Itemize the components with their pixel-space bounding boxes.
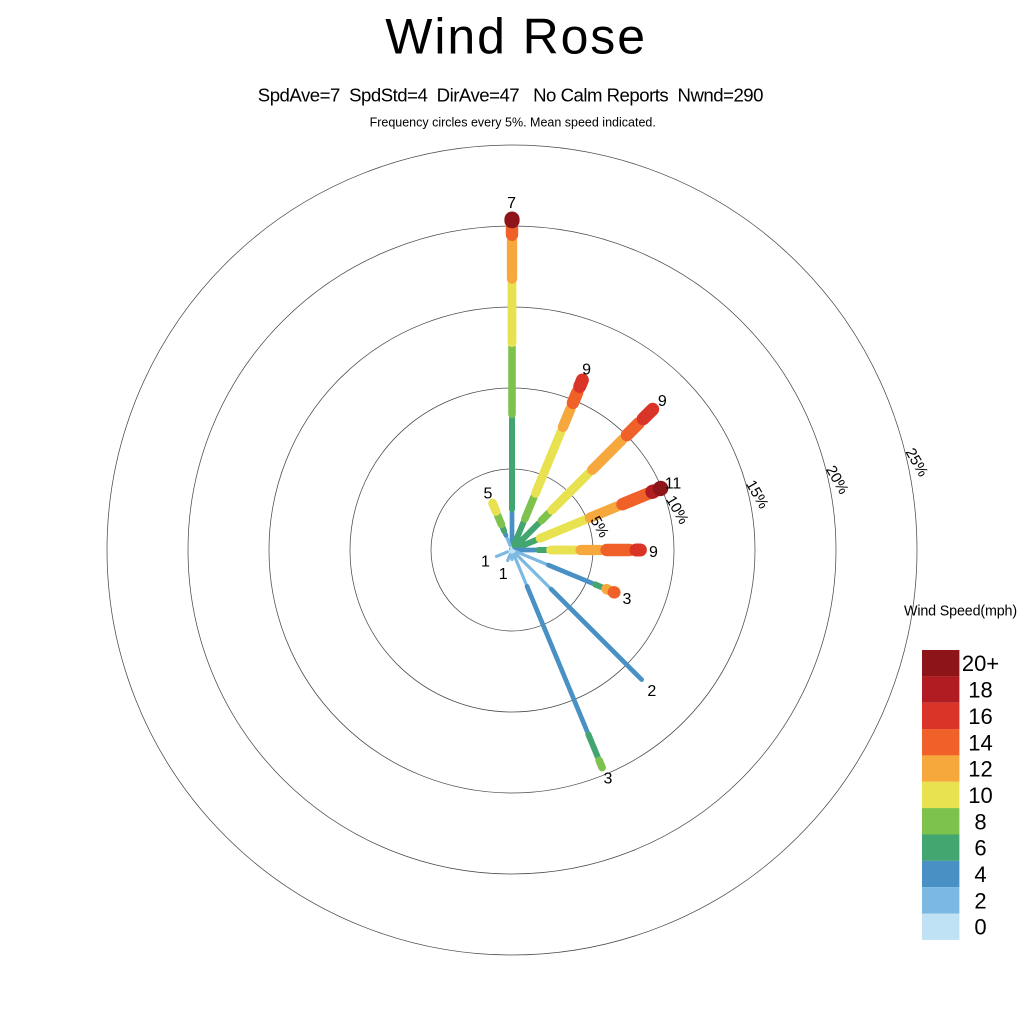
- svg-text:11: 11: [665, 476, 682, 493]
- svg-text:0: 0: [974, 915, 986, 940]
- svg-text:4: 4: [974, 862, 986, 887]
- svg-text:3: 3: [604, 771, 613, 788]
- svg-text:7: 7: [507, 195, 516, 212]
- svg-text:6: 6: [974, 836, 986, 861]
- svg-text:8: 8: [974, 809, 986, 834]
- svg-text:5: 5: [484, 486, 493, 503]
- svg-text:9: 9: [582, 362, 591, 379]
- svg-text:SpdAve=7 SpdStd=4 DirAve=47: SpdAve=7 SpdStd=4 DirAve=47 No Calm Repo…: [258, 85, 763, 106]
- svg-text:16: 16: [968, 704, 992, 729]
- svg-text:20+: 20+: [962, 651, 999, 676]
- svg-text:Wind Speed(mph): Wind Speed(mph): [904, 604, 1017, 620]
- svg-text:12: 12: [968, 757, 992, 782]
- svg-text:1: 1: [481, 554, 490, 571]
- svg-text:1: 1: [499, 566, 508, 583]
- svg-text:2: 2: [974, 888, 986, 913]
- svg-text:3: 3: [623, 591, 632, 608]
- svg-text:18: 18: [968, 678, 992, 703]
- svg-text:9: 9: [649, 544, 658, 561]
- svg-text:Wind Rose: Wind Rose: [385, 9, 647, 65]
- svg-text:10: 10: [968, 783, 992, 808]
- svg-text:9: 9: [658, 393, 667, 410]
- svg-text:Frequency circles every 5%. Me: Frequency circles every 5%. Mean speed i…: [370, 116, 656, 130]
- svg-text:2: 2: [647, 683, 656, 700]
- svg-text:14: 14: [968, 730, 992, 755]
